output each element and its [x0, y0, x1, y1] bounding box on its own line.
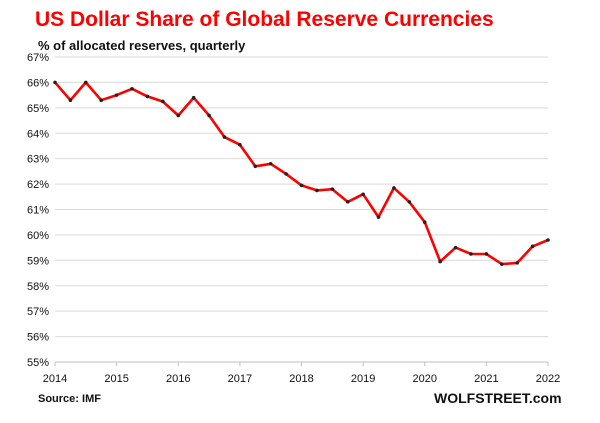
data-point	[176, 113, 181, 118]
data-point	[392, 186, 396, 190]
data-point	[253, 164, 258, 169]
x-tick-label: 2020	[413, 373, 437, 385]
x-tick-label: 2015	[104, 373, 128, 385]
y-axis-tick-labels: 55% 56% 57% 58% 59% 60% 61% 62% 63% 64% 65% 66% 67%	[27, 52, 49, 369]
y-tick-label: 63%	[27, 154, 49, 166]
data-point	[114, 93, 119, 97]
data-point	[222, 135, 227, 139]
data-point	[130, 86, 134, 91]
data-point	[53, 80, 57, 85]
x-tick-label: 2021	[474, 373, 498, 385]
y-tick-label: 64%	[27, 128, 49, 140]
data-point	[469, 252, 473, 256]
y-tick-label: 56%	[27, 332, 49, 344]
data-point	[68, 98, 73, 103]
chart-title: US Dollar Share of Global Reserve Curren…	[35, 8, 494, 31]
x-tick-label: 2017	[228, 373, 252, 385]
source-note: Source: IMF	[38, 393, 101, 405]
data-point	[268, 161, 273, 166]
x-tick-label: 2018	[289, 373, 313, 385]
y-tick-label: 62%	[27, 179, 49, 191]
data-point	[207, 113, 211, 118]
data-point	[284, 172, 288, 176]
data-point	[515, 261, 519, 265]
data-point	[407, 200, 412, 204]
data-markers	[53, 80, 550, 266]
data-point	[99, 98, 104, 103]
x-axis	[54, 361, 549, 366]
data-point	[546, 238, 550, 242]
data-point	[315, 188, 319, 193]
data-point	[84, 80, 88, 85]
data-point	[361, 192, 365, 197]
y-tick-label: 58%	[27, 281, 49, 293]
x-tick-label: 2022	[536, 373, 560, 385]
series-line	[54, 81, 549, 266]
x-axis-tick-labels: 2014 2015 2016 2017 2018 2019 2020 2021 2022	[43, 373, 560, 385]
y-tick-label: 55%	[27, 357, 49, 369]
x-tick-label: 2014	[43, 373, 67, 385]
data-point	[330, 187, 335, 191]
data-point	[191, 95, 196, 100]
gridlines	[55, 56, 548, 338]
series-dollar-share	[54, 81, 549, 266]
y-tick-label: 57%	[27, 306, 49, 318]
data-point	[345, 200, 350, 204]
data-point	[499, 262, 504, 266]
data-point	[299, 183, 304, 188]
data-point	[438, 259, 442, 264]
data-point	[530, 244, 535, 249]
data-point	[238, 142, 242, 147]
y-tick-label: 59%	[27, 255, 49, 267]
y-tick-label: 60%	[27, 230, 49, 242]
y-tick-label: 65%	[27, 103, 49, 115]
data-point	[376, 215, 381, 219]
chart-subtitle: % of allocated reserves, quarterly	[38, 38, 246, 53]
x-tick-label: 2019	[351, 373, 375, 385]
y-tick-label: 67%	[27, 52, 49, 64]
data-point	[422, 220, 427, 225]
data-point	[145, 94, 150, 99]
y-tick-label: 61%	[27, 205, 49, 217]
y-tick-label: 66%	[27, 77, 49, 89]
brand-label: WOLFSTREET.com	[434, 390, 562, 406]
data-point	[484, 252, 489, 256]
x-tick-label: 2016	[166, 373, 190, 385]
data-point	[453, 245, 458, 250]
data-point	[161, 99, 165, 104]
